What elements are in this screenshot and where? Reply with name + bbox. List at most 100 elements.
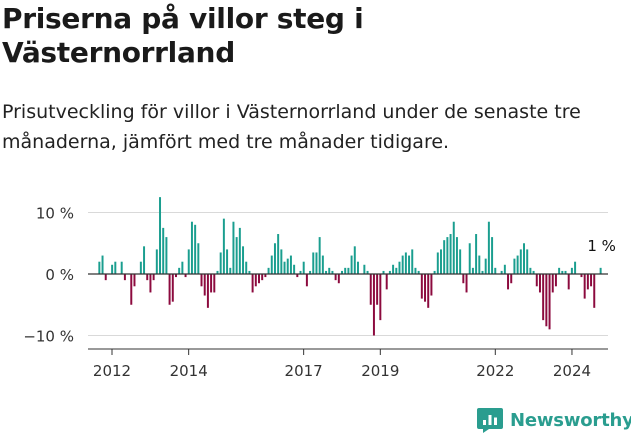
- bar: [430, 274, 433, 296]
- bar: [353, 246, 356, 274]
- bar: [440, 249, 442, 274]
- bar: [155, 249, 158, 274]
- bar: [226, 249, 229, 274]
- bar: [593, 274, 596, 308]
- bar: [245, 261, 248, 274]
- bar: [379, 274, 382, 321]
- bar: [481, 270, 484, 275]
- y-tick-label: −10 %: [23, 328, 74, 346]
- bar: [478, 255, 481, 274]
- bar: [401, 255, 404, 274]
- bar: [341, 270, 343, 275]
- bar: [264, 274, 267, 278]
- bar: [114, 261, 117, 274]
- bar: [235, 237, 238, 274]
- bar: [98, 261, 101, 274]
- bar-chart: 10 % 0 % −10 % 2012 2014 2017 2019 2022 2024 1 …: [23, 197, 616, 380]
- newsworthy-icon: [477, 408, 503, 433]
- last-value-annotation: 1 %: [587, 237, 616, 255]
- bar: [162, 227, 165, 275]
- bar: [216, 270, 219, 275]
- bar: [471, 267, 474, 274]
- bar: [219, 252, 222, 274]
- bar: [500, 270, 503, 275]
- bar: [487, 221, 490, 274]
- bar: [254, 274, 257, 287]
- bar: [194, 224, 197, 274]
- bar: [286, 258, 289, 275]
- bar: [318, 237, 321, 274]
- x-tick-label: 2024: [553, 362, 591, 380]
- bar: [459, 249, 462, 274]
- bar: [258, 274, 260, 284]
- bar: [586, 274, 589, 290]
- bar: [551, 274, 554, 293]
- bar: [149, 274, 152, 293]
- bar: [382, 270, 385, 275]
- x-tick-label: 2012: [93, 362, 131, 380]
- bar: [350, 255, 353, 274]
- bar: [475, 234, 478, 275]
- x-tick-label: 2014: [170, 362, 208, 380]
- bar: [289, 255, 292, 274]
- brand-logo: Newsworthy: [476, 405, 631, 435]
- y-axis-ticks: 10 % 0 % −10 %: [23, 205, 74, 346]
- bar: [558, 267, 561, 274]
- bar: [178, 267, 181, 274]
- chart-title: Priserna på villor steg i Västernorrland: [2, 2, 364, 69]
- bar: [159, 197, 162, 275]
- bar: [545, 274, 548, 327]
- bars: [98, 197, 602, 336]
- bar: [583, 274, 586, 299]
- bar: [168, 274, 171, 305]
- bar: [465, 274, 468, 293]
- bar: [599, 267, 602, 274]
- bar: [280, 249, 283, 274]
- bar: [270, 255, 273, 274]
- bar: [299, 270, 302, 275]
- bar: [197, 243, 200, 274]
- bar: [516, 255, 519, 274]
- bar: [433, 270, 436, 275]
- bar: [564, 270, 567, 275]
- bar: [567, 274, 570, 290]
- bar: [200, 274, 203, 287]
- bar: [356, 261, 359, 274]
- bar: [417, 270, 420, 275]
- bar: [513, 258, 516, 275]
- brand-name: Newsworthy: [510, 409, 631, 431]
- bar: [392, 264, 395, 274]
- bar: [385, 274, 388, 290]
- bar: [523, 243, 525, 274]
- bar: [203, 274, 206, 296]
- bar: [130, 274, 133, 305]
- bar: [302, 261, 305, 274]
- bar: [248, 270, 251, 275]
- bar: [331, 270, 334, 275]
- bar: [309, 270, 312, 275]
- chart-subtitle: Prisutveckling för villor i Västernorrla…: [2, 101, 581, 153]
- y-tick-label: 0 %: [45, 266, 74, 284]
- bar: [369, 274, 372, 305]
- bar: [111, 264, 114, 274]
- bar: [507, 274, 510, 290]
- bar: [376, 274, 379, 305]
- bar: [133, 274, 136, 287]
- grid-lines: [88, 212, 608, 336]
- bar: [206, 274, 209, 308]
- bar: [542, 274, 545, 321]
- bar: [491, 237, 494, 274]
- bar: [296, 274, 299, 278]
- bar: [344, 267, 347, 274]
- x-tick-label: 2019: [361, 362, 399, 380]
- bar: [561, 270, 564, 275]
- bar: [347, 267, 350, 274]
- bar: [334, 274, 337, 281]
- bar: [293, 264, 296, 274]
- bar: [455, 237, 458, 274]
- bar: [395, 267, 398, 274]
- bar: [261, 274, 264, 281]
- bar: [328, 267, 331, 274]
- bar: [238, 227, 241, 275]
- bar: [305, 274, 308, 287]
